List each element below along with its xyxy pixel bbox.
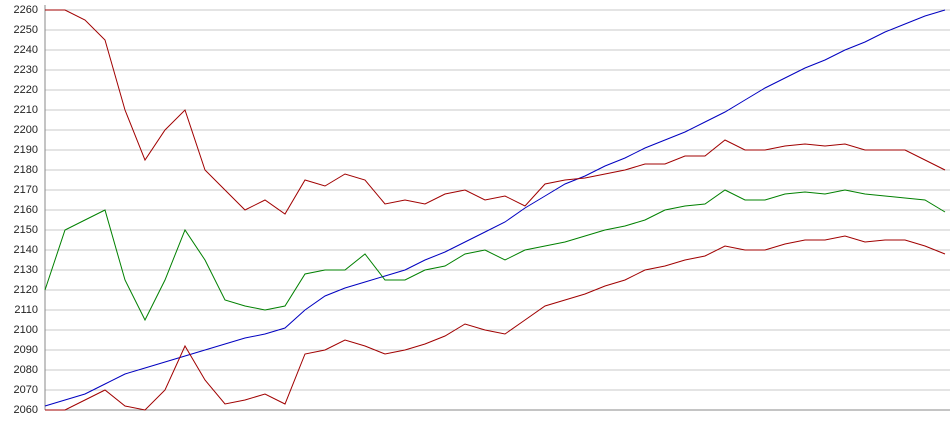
y-tick-label: 2200	[14, 124, 38, 136]
series-line	[45, 235, 946, 411]
y-tick-label: 2190	[14, 144, 38, 156]
y-tick-label: 2260	[14, 4, 38, 16]
y-tick-label: 2070	[14, 384, 38, 396]
y-tick-label: 2130	[14, 264, 38, 276]
series-line	[44, 9, 946, 407]
y-tick-label: 2180	[14, 164, 38, 176]
series-line	[44, 189, 946, 322]
y-tick-label: 2140	[14, 244, 38, 256]
y-tick-label: 2170	[14, 184, 38, 196]
y-tick-label: 2080	[14, 364, 38, 376]
y-tick-label: 2230	[14, 64, 38, 76]
y-tick-label: 2090	[14, 344, 38, 356]
y-tick-label: 2120	[14, 284, 38, 296]
y-tick-label: 2220	[14, 84, 38, 96]
y-tick-label: 2160	[14, 204, 38, 216]
y-tick-label: 2250	[14, 24, 38, 36]
y-tick-label: 2240	[14, 44, 38, 56]
series-line	[45, 9, 946, 215]
y-tick-label: 2110	[14, 304, 38, 316]
y-tick-label: 2150	[14, 224, 38, 236]
y-tick-label: 2060	[14, 404, 38, 416]
y-tick-label: 2210	[14, 104, 38, 116]
y-tick-label: 2100	[14, 324, 38, 336]
